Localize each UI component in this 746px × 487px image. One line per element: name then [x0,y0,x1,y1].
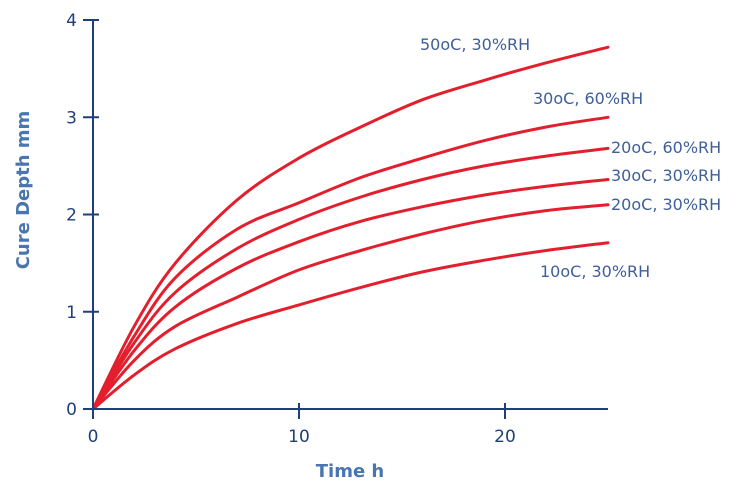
series-line-1 [91,45,610,411]
y-tick-label: 2 [66,206,77,226]
y-tick-label: 4 [66,11,77,31]
series-label-1: 50oC, 30%RH [420,35,530,54]
series-line-3 [91,146,610,411]
series-label-6: 10oC, 30%RH [540,262,650,281]
y-axis-ticks: 0 1 2 3 4 [66,11,99,420]
x-axis-title: Time h [316,461,385,482]
x-tick-label: 0 [88,427,99,447]
series-label-4: 30oC, 30%RH [611,166,721,185]
series-line-6 [91,241,610,411]
series-label-3: 20oC, 60%RH [611,138,721,157]
x-axis-ticks: 0 10 20 [88,403,516,447]
series-label-2: 30oC, 60%RH [533,89,643,108]
series-line-4 [91,178,610,411]
series-label-5: 20oC, 30%RH [611,195,721,214]
y-axis-title: Cure Depth mm [13,111,34,270]
series-line-2 [91,115,610,411]
series-labels: 50oC, 30%RH 30oC, 60%RH 20oC, 60%RH 30oC, 3… [420,35,721,281]
y-tick-label: 3 [66,108,77,128]
series-lines [91,45,610,411]
y-tick-label: 0 [66,400,77,420]
x-tick-label: 20 [494,427,516,447]
x-tick-label: 10 [288,427,310,447]
y-tick-label: 1 [66,303,77,323]
series-line-5 [91,203,610,411]
